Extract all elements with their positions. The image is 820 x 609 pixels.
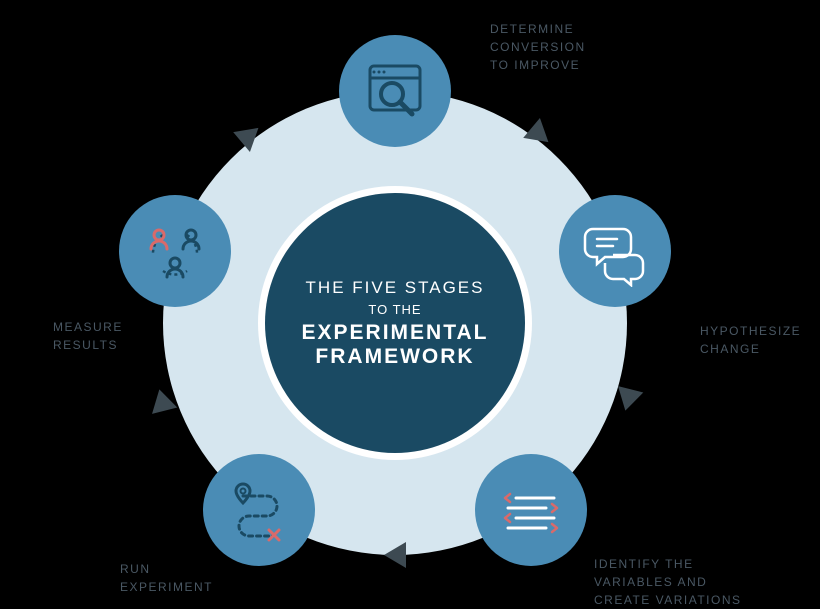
- cycle-arrow-3: [147, 386, 178, 414]
- label-measure: MEASURERESULTS: [53, 318, 123, 354]
- node-determine: [339, 35, 451, 147]
- label-identify: IDENTIFY THEVARIABLES ANDCREATE VARIATIO…: [594, 555, 742, 609]
- label-determine: DETERMINECONVERSIONTO IMPROVE: [490, 20, 586, 74]
- route-icon: [223, 474, 295, 546]
- center-title-line2: TO THE: [368, 302, 421, 317]
- speech-bubbles-icon: [579, 215, 651, 287]
- center-title-line4: FRAMEWORK: [315, 345, 474, 369]
- center-title-line3: EXPERIMENTAL: [302, 321, 489, 345]
- node-hypothesize: [559, 195, 671, 307]
- cycle-arrow-1: [613, 386, 644, 414]
- center-circle: THE FIVE STAGES TO THE EXPERIMENTAL FRAM…: [265, 193, 525, 453]
- center-title-line1: THE FIVE STAGES: [306, 278, 485, 298]
- cycle-arrow-2: [384, 542, 406, 568]
- code-lines-icon: [496, 475, 566, 545]
- label-run: RUNEXPERIMENT: [120, 560, 213, 596]
- node-identify: [475, 454, 587, 566]
- browser-magnify-icon: [360, 56, 430, 126]
- people-circle-icon: [137, 213, 213, 289]
- label-hypothesize: HYPOTHESIZECHANGE: [700, 322, 801, 358]
- node-run: [203, 454, 315, 566]
- node-measure: [119, 195, 231, 307]
